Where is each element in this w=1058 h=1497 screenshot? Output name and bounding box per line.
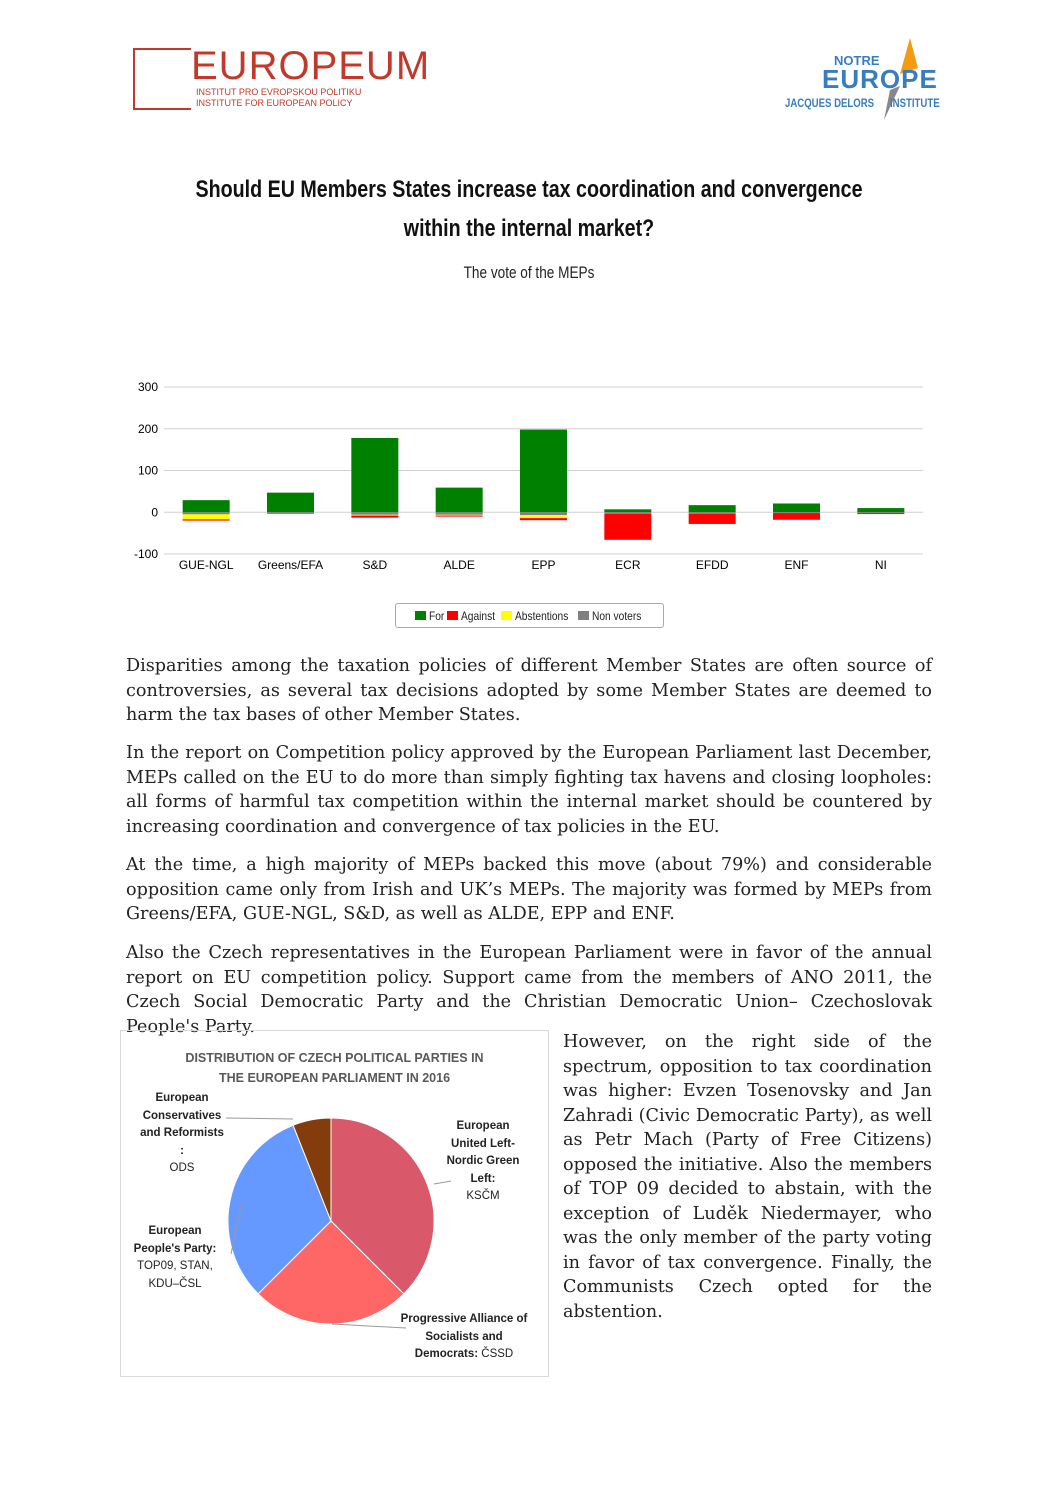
bar-non-voters	[351, 512, 399, 515]
y-tick-label: -100	[134, 547, 158, 561]
leader-line	[331, 1323, 407, 1329]
pie-chart-box: DISTRIBUTION OF CZECH POLITICAL PARTIES …	[120, 1030, 549, 1377]
leader-line	[230, 1205, 242, 1255]
bar-abstentions	[435, 514, 483, 516]
bar-against	[435, 515, 483, 517]
bar-for	[773, 503, 820, 513]
pie-slice	[330, 1117, 435, 1295]
bar-against	[182, 519, 230, 521]
bar-non-voters	[520, 512, 567, 516]
leader-line	[433, 1180, 452, 1185]
x-tick-label: EFDD	[696, 558, 729, 572]
bar-for	[182, 500, 230, 513]
pie-label-ecr: European Conservatives and Reformists :O…	[140, 1092, 224, 1174]
x-tick-label: EPP	[531, 558, 555, 572]
pie-title: DISTRIBUTION OF CZECH POLITICAL PARTIES …	[185, 1051, 484, 1085]
pie-label-gue: European United Left-Nordic Green Left: K…	[446, 1120, 520, 1202]
page-subtitle: The vote of the MEPs	[463, 263, 595, 282]
pie-slice	[292, 1117, 332, 1222]
bar-against	[604, 513, 652, 540]
pie-chart	[225, 1117, 452, 1329]
pie-label-epp: European People's Party: TOP09, STAN, KDU…	[133, 1225, 217, 1290]
bar-against	[857, 513, 905, 515]
europeum-logo: EUROPEUM INSTITUT PRO EVROPSKOU POLITIKU…	[133, 46, 429, 110]
bar-non-voters	[267, 512, 314, 514]
bar-against	[773, 513, 820, 520]
legend-item: For	[415, 609, 444, 623]
x-tick-label: ALDE	[443, 558, 474, 572]
bar-abstentions	[182, 514, 230, 520]
bar-abstentions	[520, 515, 567, 519]
bar-for	[351, 437, 399, 513]
legend-item: Abstentions	[501, 609, 572, 623]
bar-for	[520, 429, 567, 513]
bar-for	[267, 492, 314, 513]
x-tick-label: NI	[875, 558, 887, 572]
paragraph: Also the Czech representatives in the Eu…	[126, 943, 932, 1037]
bar-for	[688, 505, 736, 513]
bar-non-voters	[182, 512, 230, 515]
bar-for	[857, 508, 905, 513]
chart-legend: For Against Abstentions Non voters	[395, 603, 664, 628]
bar-non-voters	[857, 512, 905, 514]
vote-bar-chart: 300 200 100 0 -100 GUE-NGL Greens/EFA S&D ALDE EP…	[134, 380, 923, 572]
pie-label-sd: Progressive Alliance of Socialists and D…	[400, 1313, 528, 1360]
y-tick-label: 200	[138, 422, 158, 436]
y-tick-label: 0	[151, 505, 158, 519]
bar-for	[435, 487, 483, 513]
x-tick-label: ECR	[615, 558, 641, 572]
x-tick-label: S&D	[362, 558, 387, 572]
bar-non-voters	[773, 512, 820, 514]
bar-non-voters	[688, 512, 736, 514]
x-tick-label: Greens/EFA	[258, 558, 323, 572]
pie-slice	[257, 1220, 405, 1325]
y-tick-label: 100	[138, 464, 158, 478]
pie-slice	[227, 1124, 332, 1295]
bar-non-voters	[604, 512, 652, 514]
leader-line	[225, 1117, 294, 1120]
bar-against	[688, 513, 736, 524]
x-tick-label: ENF	[785, 558, 809, 572]
y-tick-label: 300	[138, 380, 158, 394]
page-title: Should EU Members States increase tax co…	[195, 176, 863, 242]
paragraph: Disparities among the taxation policies …	[126, 656, 932, 725]
paragraph: However, on the right side of the spectr…	[563, 1032, 932, 1322]
paragraph: In the report on Competition policy appr…	[126, 743, 932, 837]
notre-europe-logo: NOTRE EUROPE JACQUES DELORS INSTITUTE	[782, 38, 987, 123]
bar-against	[351, 515, 399, 518]
legend-item: Non voters	[577, 609, 644, 623]
bar-abstentions	[351, 514, 399, 516]
paragraph: At the time, a high majority of MEPs bac…	[126, 855, 932, 924]
bar-against	[520, 518, 567, 521]
bar-non-voters	[435, 512, 483, 515]
bar-for	[604, 509, 652, 513]
x-tick-label: GUE-NGL	[179, 558, 234, 572]
legend-item: Against	[447, 609, 495, 623]
